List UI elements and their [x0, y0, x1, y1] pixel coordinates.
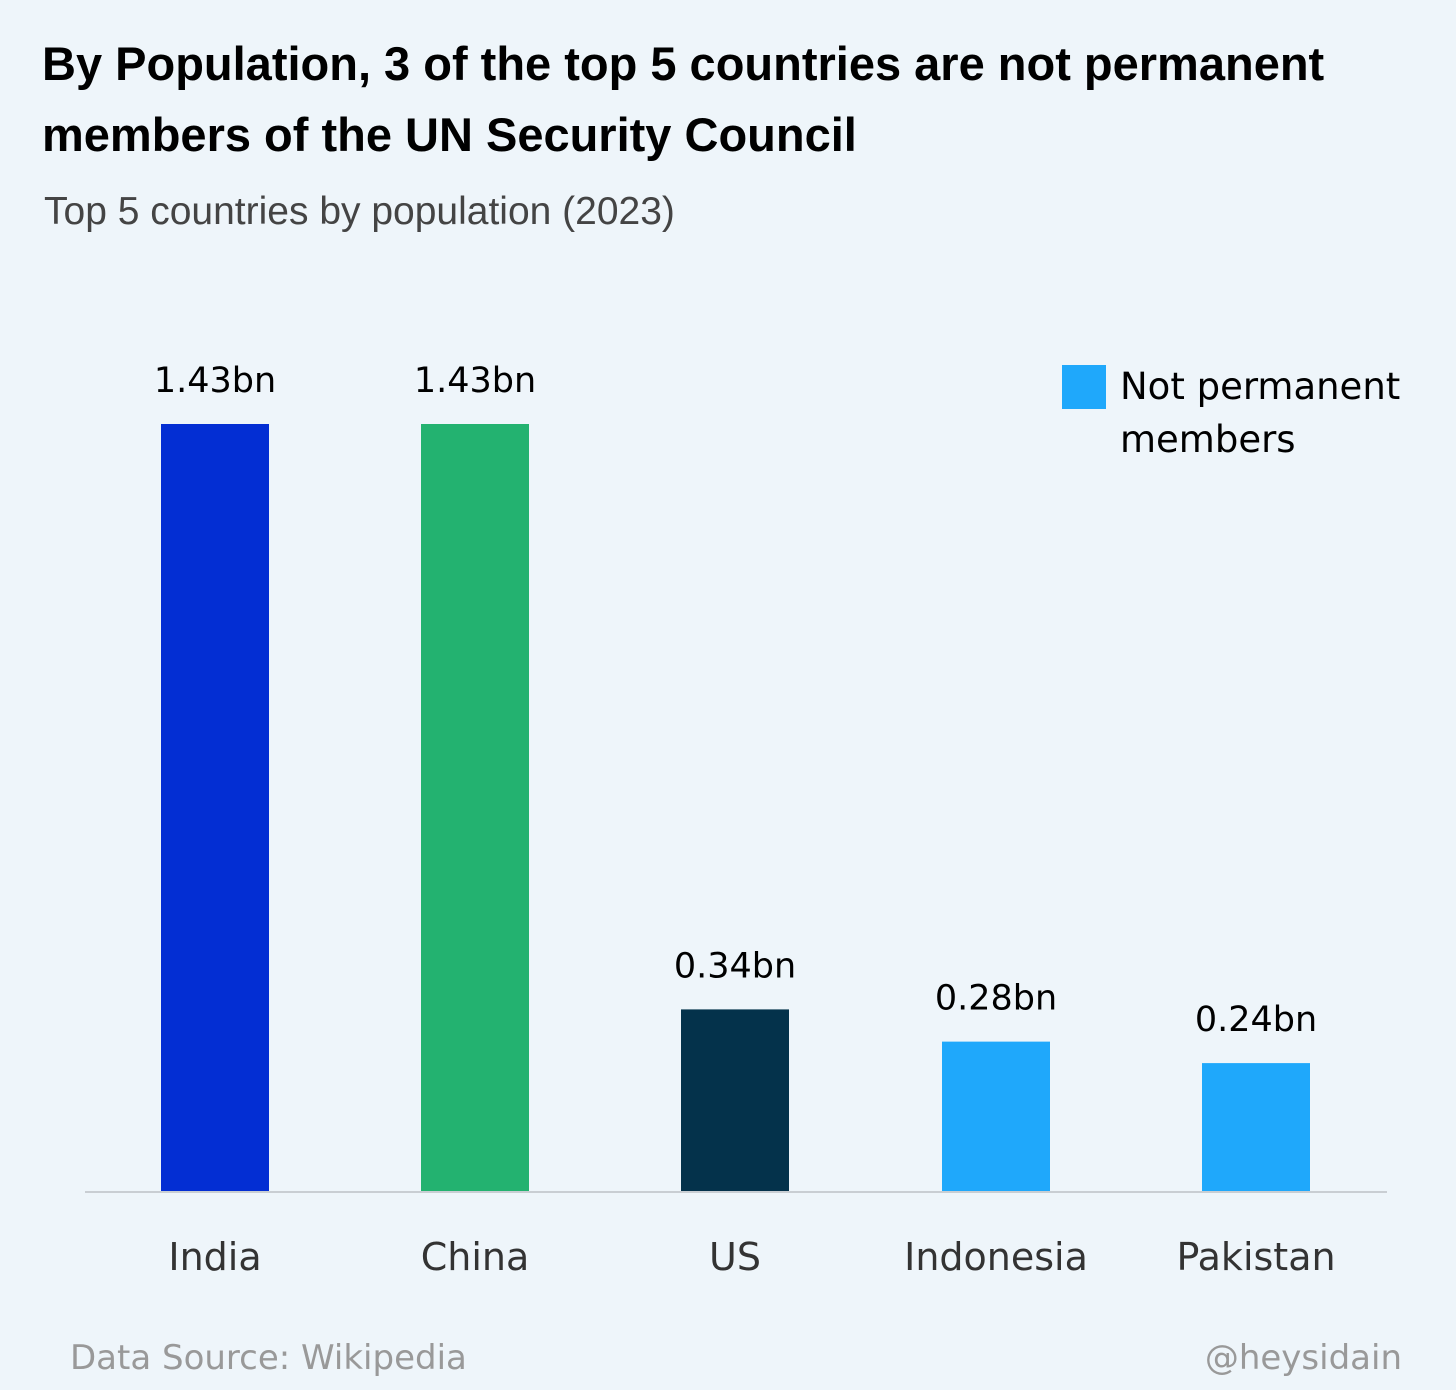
bar-china: [421, 424, 529, 1192]
x-tick-label-us: US: [709, 1235, 761, 1279]
chart-subtitle: Top 5 countries by population (2023): [44, 190, 675, 233]
x-tick-label-indonesia: Indonesia: [904, 1235, 1088, 1279]
chart-title: By Population, 3 of the top 5 countries …: [42, 37, 1325, 161]
legend-swatch: [1062, 365, 1106, 409]
legend: Not permanent members: [1062, 360, 1420, 466]
x-tick-label-china: China: [421, 1235, 530, 1279]
legend-label: Not permanent members: [1120, 365, 1401, 461]
value-label-indonesia: 0.28bn: [935, 979, 1057, 1019]
value-label-india: 1.43bn: [154, 361, 276, 401]
data-source: Data Source: Wikipedia: [70, 1338, 467, 1378]
x-tick-labels-group: India China US Indonesia Pakistan: [168, 1235, 1335, 1279]
value-labels-group: 1.43bn 1.43bn 0.34bn 0.28bn 0.24bn: [154, 361, 1317, 1040]
author-handle: @heysidain: [1204, 1338, 1402, 1378]
bars-group: [161, 424, 1310, 1192]
bar-india: [161, 424, 269, 1192]
bar-pakistan: [1202, 1063, 1310, 1192]
value-label-us: 0.34bn: [674, 946, 796, 986]
x-tick-label-india: India: [168, 1235, 261, 1279]
x-tick-label-pakistan: Pakistan: [1176, 1235, 1335, 1279]
value-label-pakistan: 0.24bn: [1195, 1000, 1317, 1040]
value-label-china: 1.43bn: [414, 361, 536, 401]
bar-indonesia: [942, 1041, 1050, 1192]
bar-us: [681, 1009, 789, 1192]
